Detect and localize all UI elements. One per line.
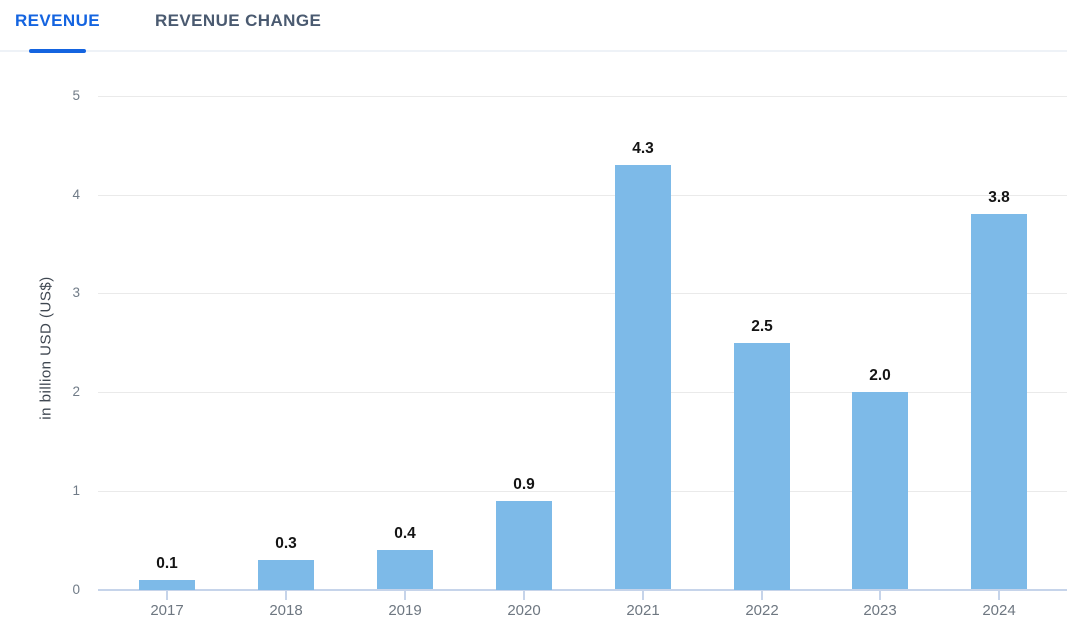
- x-tick-mark-2019: [404, 591, 406, 600]
- tabbar-divider: [0, 50, 1067, 52]
- active-tab-underline: [29, 49, 86, 53]
- bar-value-label-2023: 2.0: [869, 367, 891, 384]
- x-tick-mark-2021: [642, 591, 644, 600]
- x-tick-label-2018: 2018: [269, 602, 303, 619]
- x-tick-mark-2017: [166, 591, 168, 600]
- x-tick-label-2021: 2021: [626, 602, 660, 619]
- bar-2022[interactable]: [734, 343, 790, 590]
- bar-value-label-2024: 3.8: [988, 189, 1010, 206]
- y-tick-label-4: 4: [72, 187, 80, 202]
- tab-revenue[interactable]: REVENUE: [15, 11, 100, 30]
- x-tick-label-2023: 2023: [863, 602, 897, 619]
- x-tick-mark-2023: [879, 591, 881, 600]
- tab-revenue-change[interactable]: REVENUE CHANGE: [155, 11, 322, 30]
- x-tick-label-2024: 2024: [982, 602, 1016, 619]
- x-tick-label-2019: 2019: [388, 602, 422, 619]
- gridline-4: [98, 195, 1067, 196]
- bar-value-label-2019: 0.4: [394, 525, 416, 542]
- x-tick-mark-2018: [285, 591, 287, 600]
- y-tick-label-5: 5: [72, 88, 80, 103]
- x-tick-mark-2024: [998, 591, 1000, 600]
- gridline-3: [98, 293, 1067, 294]
- gridline-1: [98, 491, 1067, 492]
- bar-value-label-2017: 0.1: [156, 555, 178, 572]
- y-tick-label-3: 3: [72, 285, 80, 300]
- x-axis-line: [98, 589, 1067, 591]
- bar-value-label-2021: 4.3: [632, 140, 654, 157]
- bar-value-label-2022: 2.5: [751, 318, 773, 335]
- y-tick-label-1: 1: [72, 483, 80, 498]
- y-tick-label-2: 2: [72, 384, 80, 399]
- x-tick-label-2020: 2020: [507, 602, 541, 619]
- x-tick-label-2022: 2022: [745, 602, 779, 619]
- y-tick-label-0: 0: [72, 582, 80, 597]
- bar-2019[interactable]: [377, 550, 433, 589]
- bar-2017[interactable]: [139, 580, 195, 590]
- bar-2021[interactable]: [615, 165, 671, 589]
- bar-value-label-2018: 0.3: [275, 535, 297, 552]
- bar-2018[interactable]: [258, 560, 314, 590]
- x-tick-mark-2020: [523, 591, 525, 600]
- x-tick-mark-2022: [761, 591, 763, 600]
- x-tick-label-2017: 2017: [150, 602, 184, 619]
- gridline-5: [98, 96, 1067, 97]
- bar-2020[interactable]: [496, 501, 552, 590]
- bar-value-label-2020: 0.9: [513, 476, 535, 493]
- bar-2024[interactable]: [971, 214, 1027, 589]
- gridline-2: [98, 392, 1067, 393]
- bar-2023[interactable]: [852, 392, 908, 589]
